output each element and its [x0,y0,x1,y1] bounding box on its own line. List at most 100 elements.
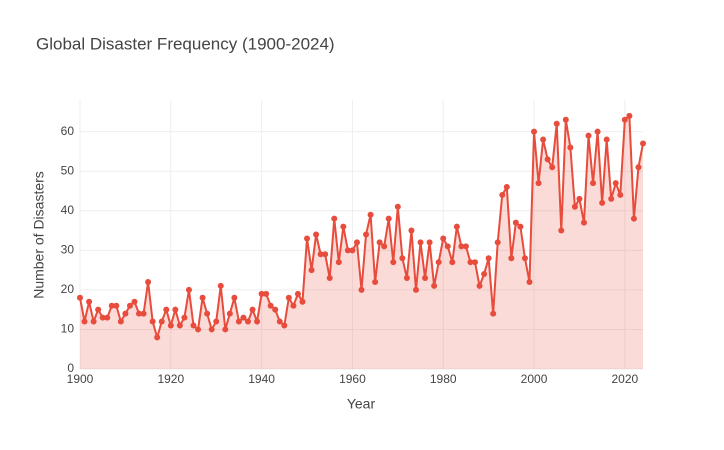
marker [285,294,292,301]
marker [322,251,329,258]
marker [417,239,424,246]
marker [372,278,379,285]
x-axis-title: Year [347,396,376,412]
marker [458,243,465,250]
x-tick-label: 1980 [430,372,457,386]
marker [444,243,451,250]
x-tick-label: 1940 [248,372,275,386]
marker [476,282,483,289]
marker [263,290,270,297]
y-tick-label: 20 [61,282,75,296]
marker [499,191,506,198]
marker [104,314,111,321]
marker [213,318,220,325]
marker [553,120,560,127]
marker [308,267,315,274]
marker [599,199,606,206]
marker [181,314,188,321]
marker [580,219,587,226]
marker [353,239,360,246]
marker [99,314,106,321]
marker [208,326,215,333]
y-tick-label: 10 [61,322,75,336]
marker [299,298,306,305]
x-tick-label: 1900 [67,372,94,386]
marker [108,302,115,309]
area-fill [80,115,643,369]
marker [86,298,93,305]
marker [640,140,646,147]
marker [90,318,97,325]
marker [244,318,251,325]
marker [549,164,556,171]
marker [195,326,202,333]
marker [185,286,192,293]
marker [562,116,569,123]
y-tick-label: 50 [61,163,75,177]
marker [558,227,565,234]
marker [240,314,247,321]
marker [512,219,519,226]
marker [349,247,356,254]
marker [472,259,479,266]
marker [254,318,261,325]
marker [358,286,365,293]
marker [408,227,415,234]
marker [508,255,515,262]
marker [344,247,351,254]
marker [276,318,283,325]
marker [158,318,165,325]
y-tick-label: 30 [61,242,75,256]
x-tick-label: 2000 [521,372,548,386]
marker [590,180,597,187]
marker [117,318,124,325]
marker [571,203,578,210]
marker [77,294,83,301]
marker [449,259,456,266]
marker [422,275,429,282]
marker [594,128,601,135]
marker [113,302,120,309]
y-tick-label: 40 [61,203,75,217]
marker [517,223,524,230]
marker [426,239,433,246]
marker [535,180,542,187]
marker [154,334,161,341]
marker [331,215,338,222]
marker [281,322,288,329]
y-tick-label: 0 [67,361,74,375]
marker [149,318,156,325]
marker [376,239,383,246]
marker [399,255,406,262]
marker [394,203,401,210]
marker [304,235,311,242]
marker [340,223,347,230]
marker [222,326,229,333]
marker [608,195,615,202]
marker [272,306,279,313]
marker [412,286,419,293]
marker [290,302,297,309]
marker [335,259,342,266]
x-tick-label: 1920 [157,372,184,386]
marker [435,259,442,266]
marker [145,278,152,285]
marker [226,310,233,317]
marker [326,275,333,282]
marker [531,128,538,135]
marker [258,290,265,297]
marker [140,310,147,317]
chart-title: Global Disaster Frequency (1900-2024) [36,34,335,53]
marker [544,156,551,163]
marker [231,294,238,301]
marker [81,318,88,325]
marker [635,164,642,171]
y-axis-title: Number of Disasters [31,171,47,299]
marker [567,144,574,151]
marker [621,116,628,123]
marker [313,231,320,238]
x-tick-label: 1960 [339,372,366,386]
marker [136,310,143,317]
marker [172,306,179,313]
